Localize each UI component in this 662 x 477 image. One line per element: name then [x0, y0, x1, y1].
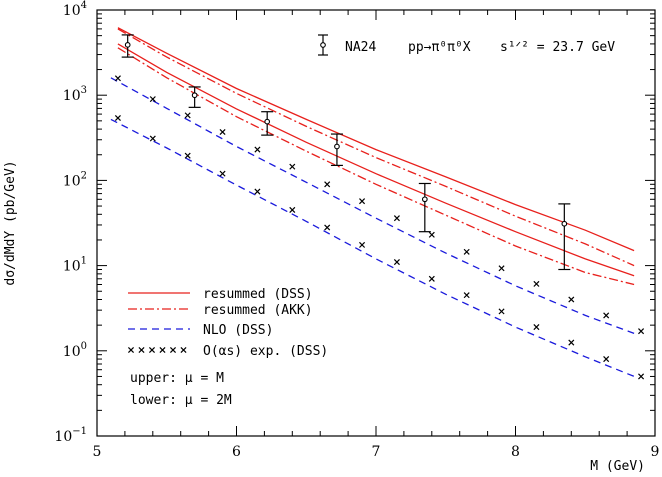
- series-resummed-dss-line: [117, 27, 635, 252]
- series-o-s-exp-dss-marker: [219, 170, 226, 177]
- series-o-s-exp-dss-marker: [324, 181, 331, 188]
- series-o-s-exp-dss-marker: [254, 146, 261, 153]
- tick-layer: [96, 9, 656, 437]
- x-tick-label: 9: [651, 444, 660, 460]
- y-tick-label: 10−1: [54, 426, 87, 445]
- data-point: [561, 220, 568, 227]
- annotation-box: NA24 pp→π⁰π⁰X s¹ᐟ² = 23.7 GeV: [318, 34, 615, 56]
- series-resummed-akk-line: [117, 28, 635, 267]
- series-o-s-exp-dss-marker: [428, 275, 435, 282]
- series-o-s-exp-dss-marker: [359, 241, 366, 248]
- y-tick-label: 100: [63, 341, 87, 360]
- curve-layer: [110, 27, 645, 380]
- series-o-s-exp-dss-marker: [498, 265, 505, 272]
- data-point: [421, 196, 428, 203]
- scale-note-lower: lower: μ = 2M: [130, 393, 232, 408]
- series-o-s-exp-dss-marker: [603, 356, 610, 363]
- y-tick-label: 102: [63, 170, 87, 189]
- series-o-s-exp-dss-marker: [114, 114, 121, 122]
- series-o-s-exp-dss-marker: [393, 215, 400, 222]
- series-o-s-exp-dss-marker: [114, 75, 121, 82]
- series-resummed-akk-line: [117, 47, 635, 286]
- legend-swatch-o-s-exp-dss: [138, 346, 145, 354]
- series-o-s-exp-dss-marker: [149, 135, 156, 142]
- legend-swatch-o-s-exp-dss: [159, 346, 166, 354]
- series-o-s-exp-dss-marker: [254, 188, 261, 195]
- series-o-s-exp-dss-marker: [498, 308, 505, 315]
- annotation-energy: s¹ᐟ² = 23.7 GeV: [500, 40, 615, 55]
- series-o-s-exp-dss-marker: [149, 96, 156, 103]
- data-point-layer: [121, 34, 571, 271]
- legend-swatches: [127, 292, 190, 354]
- x-tick-label: 5: [93, 444, 102, 460]
- series-o-s-exp-dss-marker: [184, 112, 191, 119]
- tick-label-layer: 5 6 7 8 9 10−1 100 101 102 103 104: [54, 0, 659, 460]
- series-o-s-exp-dss-marker: [289, 206, 296, 213]
- legend-swatch-o-s-exp-dss: [148, 346, 156, 354]
- y-tick-label: 104: [63, 0, 87, 19]
- series-o-s-exp-dss-marker: [463, 292, 470, 299]
- series-o-s-exp-dss-marker: [568, 296, 575, 303]
- x-tick-label: 8: [511, 444, 520, 460]
- series-o-s-exp-dss-marker: [638, 328, 645, 335]
- series-o-s-exp-dss-marker: [219, 128, 226, 136]
- y-tick-label: 101: [63, 256, 87, 275]
- legend: resummed (DSS) resummed (AKK) NLO (DSS) …: [127, 287, 328, 408]
- series-o-s-exp-dss-marker: [533, 280, 540, 287]
- series-nlo-dss-line: [110, 118, 635, 378]
- series-o-s-exp-dss-marker: [428, 231, 435, 238]
- series-o-s-exp-dss-marker: [463, 248, 470, 255]
- series-o-s-exp-dss-marker: [324, 224, 331, 231]
- legend-label-resummed-dss: resummed (DSS): [203, 287, 313, 302]
- legend-swatch-o-s-exp-dss: [180, 346, 187, 354]
- data-point: [191, 92, 198, 99]
- series-o-s-exp-dss-marker: [603, 312, 610, 319]
- series-o-s-exp-dss-marker: [359, 198, 366, 205]
- legend-label-oas-dss: O(αs) exp. (DSS): [203, 344, 328, 359]
- annotation-label: NA24: [345, 40, 376, 55]
- series-o-s-exp-dss-marker: [393, 259, 400, 266]
- annotation-point: [320, 42, 326, 48]
- y-axis-label: dσ/dMdY (pb/GeV): [3, 160, 18, 285]
- series-o-s-exp-dss-marker: [289, 163, 296, 170]
- series-o-s-exp-dss-marker: [533, 324, 540, 331]
- annotation-process: pp→π⁰π⁰X: [408, 40, 471, 55]
- legend-swatch-o-s-exp-dss: [169, 346, 177, 354]
- legend-swatch-o-s-exp-dss: [127, 346, 135, 354]
- x-axis-label: M (GeV): [590, 459, 645, 474]
- series-o-s-exp-dss-marker: [568, 339, 575, 346]
- x-tick-label: 6: [232, 444, 241, 460]
- data-point: [264, 118, 271, 125]
- series-resummed-dss-line: [117, 43, 635, 277]
- legend-label-resummed-akk: resummed (AKK): [203, 303, 313, 318]
- legend-label-nlo-dss: NLO (DSS): [203, 323, 273, 338]
- scale-note-upper: upper: μ = M: [130, 371, 224, 386]
- series-o-s-exp-dss-marker: [184, 152, 191, 159]
- data-point: [124, 41, 131, 48]
- series-o-s-exp-dss-marker: [638, 373, 645, 380]
- x-tick-label: 7: [372, 444, 381, 460]
- annotation-marker: [318, 34, 328, 56]
- y-tick-label: 103: [63, 85, 87, 104]
- data-point: [334, 143, 340, 150]
- series-nlo-dss-line: [110, 77, 635, 335]
